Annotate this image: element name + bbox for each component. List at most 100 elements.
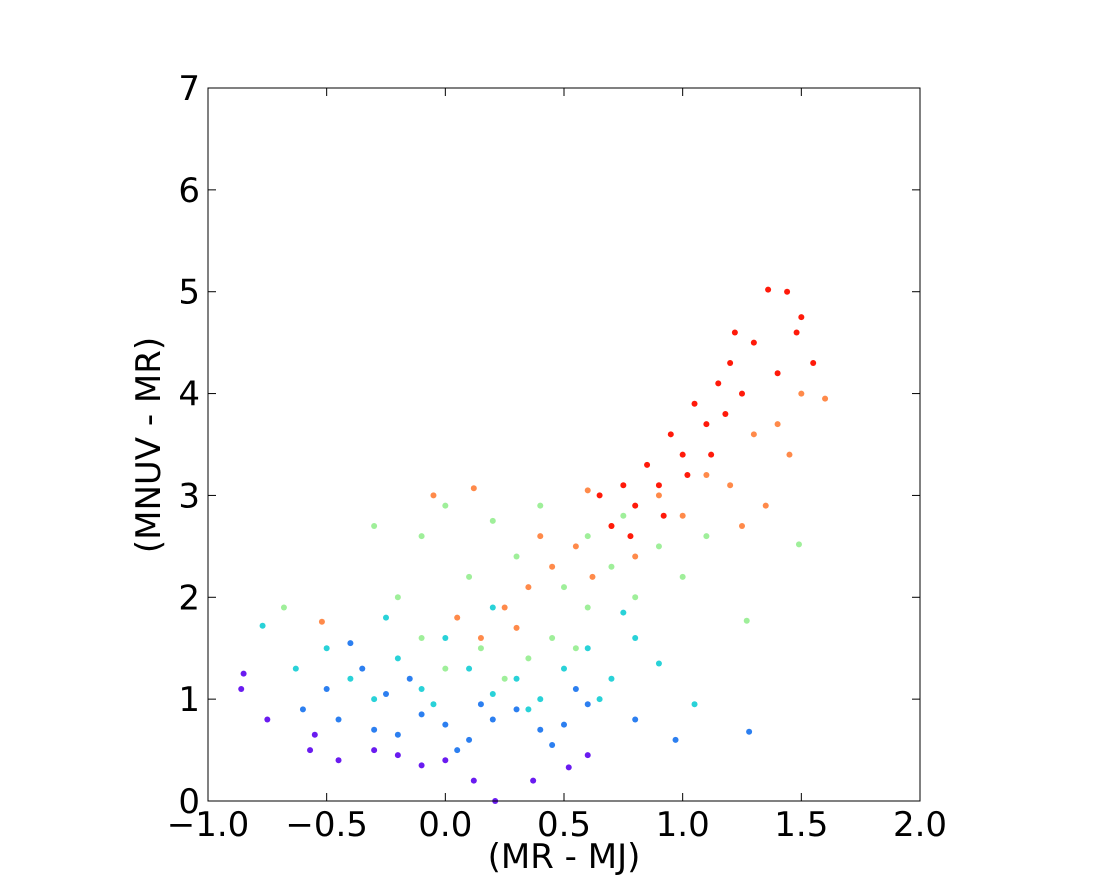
point bbox=[786, 451, 793, 458]
point bbox=[537, 696, 544, 703]
point bbox=[323, 645, 330, 652]
point bbox=[311, 731, 318, 738]
point bbox=[655, 482, 662, 489]
point bbox=[292, 665, 299, 672]
point bbox=[501, 604, 508, 611]
point bbox=[406, 675, 413, 682]
point bbox=[442, 721, 449, 728]
point bbox=[644, 461, 651, 468]
x-tick-label: 2.0 bbox=[893, 805, 947, 845]
point bbox=[466, 573, 473, 580]
point bbox=[660, 512, 667, 519]
point bbox=[280, 604, 287, 611]
x-tick-label: −1.0 bbox=[167, 805, 250, 845]
point bbox=[810, 360, 817, 367]
point bbox=[584, 752, 591, 759]
point bbox=[739, 522, 745, 529]
point bbox=[240, 670, 247, 677]
point bbox=[596, 492, 603, 499]
point bbox=[323, 685, 330, 692]
point bbox=[307, 747, 314, 754]
point bbox=[750, 339, 757, 346]
y-tick-label: 2 bbox=[178, 578, 200, 618]
point bbox=[703, 421, 710, 428]
point bbox=[632, 716, 639, 723]
x-tick-label: 0.0 bbox=[418, 805, 472, 845]
point bbox=[371, 726, 378, 733]
point bbox=[259, 622, 266, 629]
point bbox=[703, 533, 710, 540]
x-axis-label: (MR - MJ) bbox=[488, 837, 641, 877]
point bbox=[454, 747, 461, 754]
point bbox=[537, 502, 544, 509]
point bbox=[477, 701, 484, 708]
y-tick-label: 6 bbox=[178, 171, 200, 211]
point bbox=[743, 617, 750, 624]
point bbox=[430, 492, 437, 499]
point bbox=[632, 594, 639, 601]
point bbox=[793, 329, 800, 336]
point bbox=[418, 762, 425, 769]
point bbox=[798, 314, 805, 321]
point bbox=[549, 635, 556, 642]
point bbox=[537, 533, 544, 540]
point bbox=[383, 691, 389, 698]
point bbox=[822, 395, 829, 402]
x-tick-label: 1.0 bbox=[656, 805, 710, 845]
point bbox=[762, 502, 769, 509]
point bbox=[513, 675, 520, 682]
point bbox=[525, 706, 532, 713]
point bbox=[466, 736, 473, 743]
point bbox=[371, 747, 378, 754]
point bbox=[655, 660, 662, 667]
point bbox=[383, 614, 389, 621]
point bbox=[477, 645, 484, 652]
point bbox=[418, 711, 425, 718]
y-tick-label: 7 bbox=[178, 69, 200, 109]
y-tick-label: 0 bbox=[178, 782, 200, 822]
point bbox=[394, 594, 401, 601]
point bbox=[774, 421, 781, 428]
point bbox=[537, 726, 544, 733]
point bbox=[418, 635, 425, 642]
point bbox=[572, 645, 579, 652]
point bbox=[371, 522, 378, 529]
point bbox=[394, 731, 401, 738]
point bbox=[454, 614, 461, 621]
point bbox=[513, 553, 520, 560]
point bbox=[561, 665, 567, 672]
point bbox=[620, 512, 627, 519]
y-tick-label: 1 bbox=[178, 680, 200, 720]
point bbox=[708, 451, 715, 458]
point bbox=[765, 286, 772, 293]
point bbox=[561, 584, 567, 591]
point bbox=[525, 655, 532, 662]
point bbox=[418, 685, 425, 692]
point bbox=[238, 685, 245, 692]
point bbox=[572, 543, 579, 550]
point bbox=[470, 485, 477, 492]
point bbox=[632, 502, 639, 509]
point bbox=[632, 635, 639, 642]
point bbox=[489, 517, 496, 524]
point bbox=[359, 665, 366, 672]
point bbox=[691, 701, 698, 708]
point bbox=[798, 390, 805, 397]
point bbox=[525, 584, 532, 591]
point bbox=[489, 691, 496, 698]
point bbox=[684, 472, 691, 479]
point bbox=[596, 696, 603, 703]
point bbox=[489, 604, 496, 611]
point bbox=[442, 502, 449, 509]
x-tick-label: −0.5 bbox=[285, 805, 368, 845]
point bbox=[739, 390, 745, 397]
point bbox=[584, 604, 591, 611]
point bbox=[620, 609, 627, 616]
point bbox=[549, 563, 556, 570]
point bbox=[318, 618, 325, 625]
point bbox=[795, 541, 802, 548]
point bbox=[561, 721, 567, 728]
x-tick-label: 1.5 bbox=[774, 805, 828, 845]
point bbox=[722, 410, 729, 417]
